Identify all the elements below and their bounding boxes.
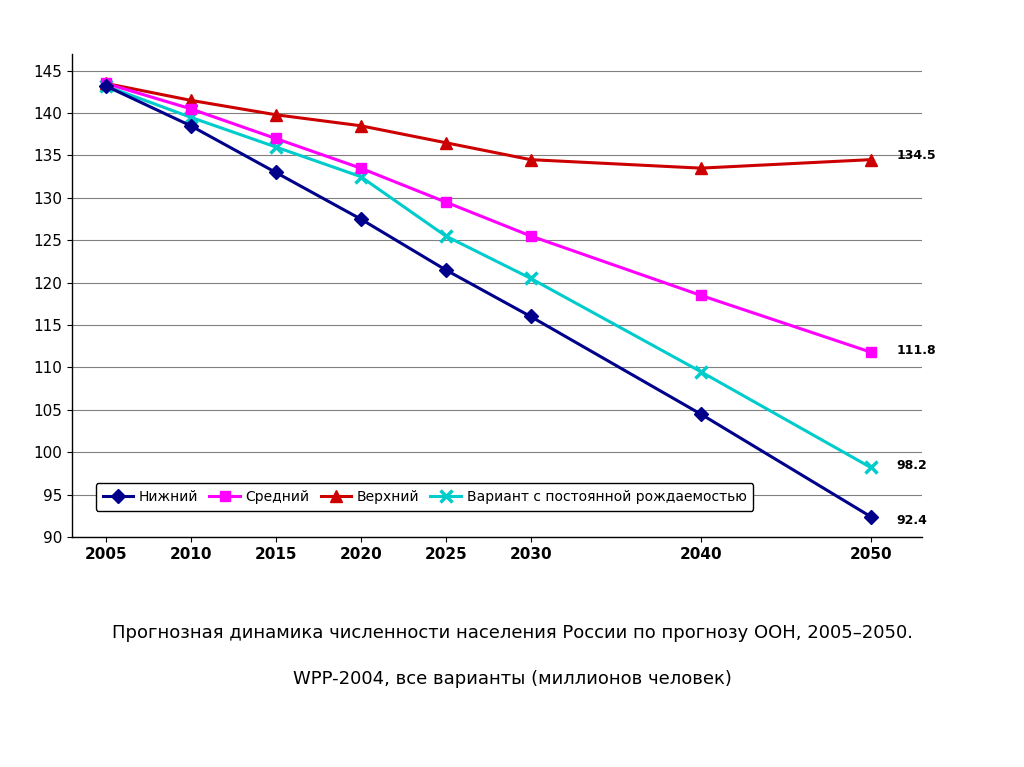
Line: Верхний: Верхний bbox=[100, 77, 877, 173]
Вариант с постоянной рождаемостью bbox=[864, 463, 877, 472]
Line: Вариант с постоянной рождаемостью: Вариант с постоянной рождаемостью bbox=[99, 80, 877, 474]
Вариант с постоянной рождаемостью bbox=[694, 367, 707, 376]
Нижний bbox=[354, 215, 367, 224]
Верхний bbox=[864, 155, 877, 164]
Text: Прогнозная динамика численности населения России по прогнозу ООН, 2005–2050.: Прогнозная динамика численности населени… bbox=[112, 624, 912, 642]
Верхний bbox=[184, 96, 197, 105]
Text: 92.4: 92.4 bbox=[896, 515, 927, 527]
Средний bbox=[864, 347, 877, 357]
Вариант с постоянной рождаемостью bbox=[269, 143, 282, 152]
Text: WPP-2004, все варианты (миллионов человек): WPP-2004, все варианты (миллионов челове… bbox=[293, 670, 731, 688]
Нижний bbox=[269, 168, 282, 177]
Нижний bbox=[864, 512, 877, 521]
Legend: Нижний, Средний, Верхний, Вариант с постоянной рождаемостью: Нижний, Средний, Верхний, Вариант с пост… bbox=[95, 482, 754, 511]
Text: 111.8: 111.8 bbox=[896, 344, 936, 357]
Вариант с постоянной рождаемостью bbox=[354, 172, 367, 181]
Вариант с постоянной рождаемостью bbox=[99, 81, 112, 91]
Text: 134.5: 134.5 bbox=[896, 149, 936, 162]
Вариант с постоянной рождаемостью bbox=[184, 113, 197, 122]
Верхний bbox=[439, 138, 452, 147]
Нижний bbox=[439, 265, 452, 275]
Средний bbox=[99, 79, 112, 88]
Средний bbox=[269, 134, 282, 143]
Text: 98.2: 98.2 bbox=[896, 459, 927, 472]
Средний bbox=[694, 291, 707, 300]
Средний bbox=[354, 163, 367, 173]
Верхний bbox=[524, 155, 537, 164]
Верхний bbox=[99, 79, 112, 88]
Line: Средний: Средний bbox=[100, 78, 876, 357]
Нижний bbox=[184, 121, 197, 130]
Средний bbox=[439, 197, 452, 206]
Средний bbox=[184, 104, 197, 114]
Верхний bbox=[694, 163, 707, 173]
Верхний bbox=[269, 110, 282, 120]
Line: Нижний: Нижний bbox=[100, 81, 876, 522]
Нижний bbox=[524, 312, 537, 321]
Вариант с постоянной рождаемостью bbox=[439, 232, 452, 241]
Вариант с постоянной рождаемостью bbox=[524, 274, 537, 283]
Нижний bbox=[99, 81, 112, 91]
Верхний bbox=[354, 121, 367, 130]
Нижний bbox=[694, 410, 707, 419]
Средний bbox=[524, 232, 537, 241]
